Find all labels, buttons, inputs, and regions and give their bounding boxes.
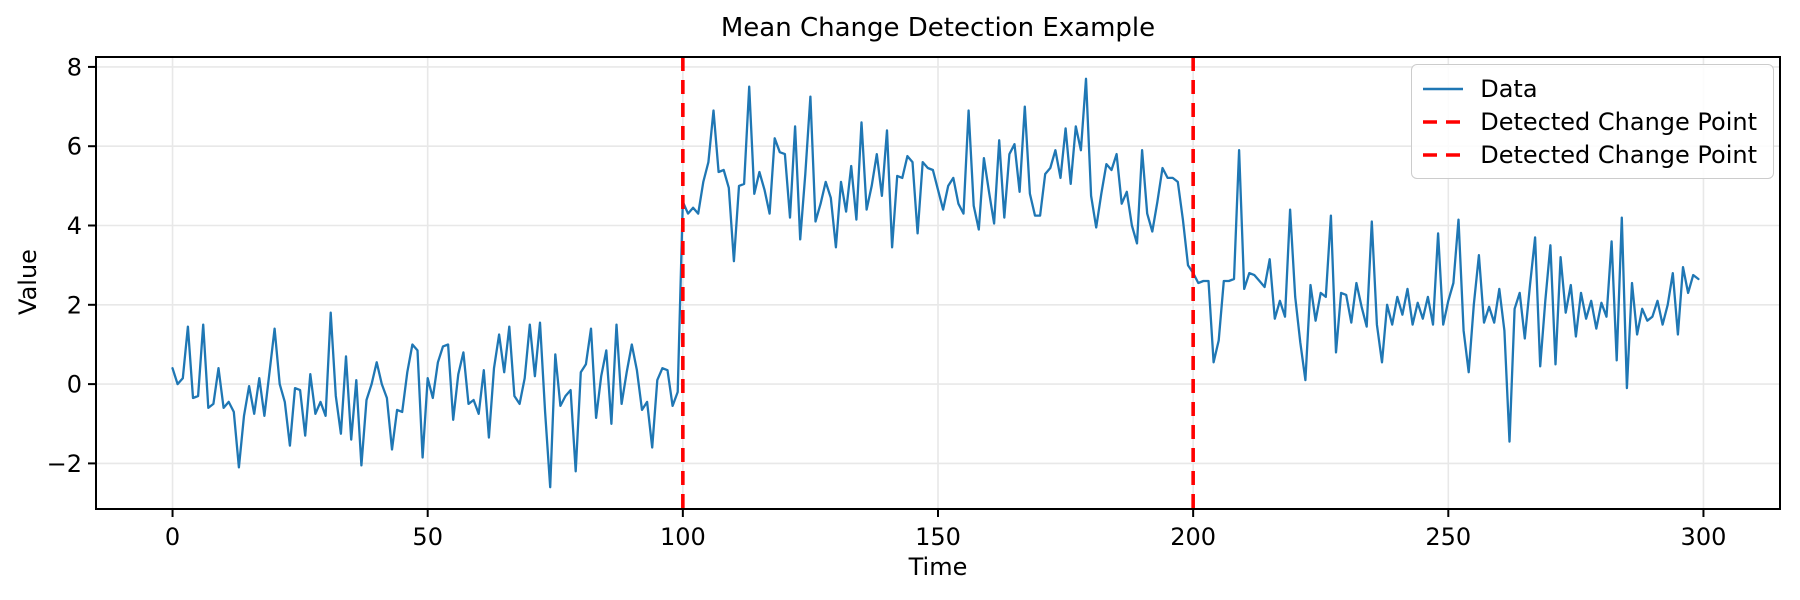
dashed-line-swatch [1423, 119, 1464, 124]
y-tick-label: 2 [67, 291, 82, 319]
y-tick-label: −2 [47, 450, 82, 478]
data-series-line [171, 77, 1700, 489]
x-tick-label: 200 [1170, 523, 1216, 551]
axis-ticks: 0 50 100 150 200 250 300 −2 0 2 4 6 8 [47, 53, 1727, 551]
y-tick-label: 6 [67, 133, 82, 161]
x-tick-label: 150 [915, 523, 961, 551]
chart-title: Mean Change Detection Example [720, 13, 1156, 43]
solid-line-swatch [1423, 87, 1464, 90]
legend-label: Data [1480, 74, 1538, 103]
legend-entry: Detected Change Point [1422, 138, 1763, 171]
y-tick-label: 0 [67, 371, 82, 399]
legend-entry: Detected Change Point [1422, 105, 1763, 138]
y-axis-label: Value [14, 249, 42, 315]
x-axis-label: Time [908, 553, 968, 581]
legend-label: Detected Change Point [1480, 140, 1757, 169]
x-tick-label: 50 [412, 523, 443, 551]
x-tick-label: 250 [1425, 523, 1471, 551]
legend-label: Detected Change Point [1480, 107, 1757, 136]
legend: Data Detected Change Point Detected Change… [1411, 64, 1774, 179]
legend-entry: Data [1422, 72, 1763, 105]
y-tick-label: 8 [67, 53, 82, 81]
y-tick-label: 4 [67, 212, 82, 240]
x-tick-label: 300 [1681, 523, 1727, 551]
x-tick-label: 100 [660, 523, 706, 551]
dashed-line-swatch [1423, 152, 1464, 157]
x-tick-label: 0 [165, 523, 180, 551]
